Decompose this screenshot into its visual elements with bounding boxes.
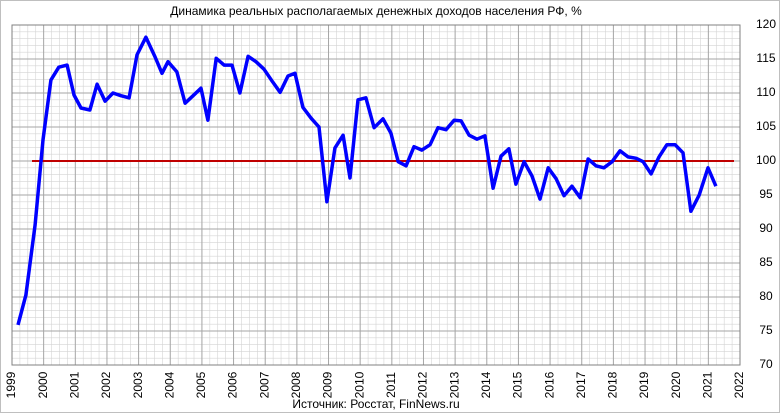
x-tick-label: 2004 [162,371,176,398]
x-tick-label: 2009 [321,371,335,398]
x-tick-label: 2010 [352,371,366,398]
y-tick-label: 100 [756,153,776,167]
x-tick-label: 2014 [479,371,493,398]
y-tick-label: 120 [756,17,776,31]
y-tick-label: 70 [759,357,773,371]
y-tick-label: 90 [759,221,773,235]
source: Источник: Росстат, FinNews.ru [292,397,459,411]
x-tick-label: 2008 [289,371,303,398]
y-tick-label: 115 [756,51,775,65]
plot-border [11,24,741,366]
x-tick-label: 2000 [36,371,50,398]
y-tick-label: 110 [756,85,775,99]
x-tick-label: 1999 [4,371,18,398]
x-tick-label: 2012 [416,371,430,398]
y-tick-label: 75 [759,323,773,337]
chart-title: Динамика реальных располагаемых денежных… [170,4,582,18]
x-tick-label: 2017 [574,371,588,398]
x-tick-label: 2001 [67,371,81,398]
y-tick-label: 85 [759,255,773,269]
x-tick-label: 2006 [226,371,240,398]
x-tick-label: 2022 [732,371,746,398]
x-tick-label: 2003 [131,371,145,398]
y-tick-label: 105 [756,119,776,133]
x-tick-label: 2005 [194,371,208,398]
y-tick-label: 95 [759,187,773,201]
x-tick-label: 2015 [511,371,525,398]
x-tick-label: 2019 [637,371,651,398]
x-tick-label: 2002 [99,371,113,398]
x-tick-label: 2007 [257,371,271,398]
x-tick-label: 2011 [384,372,398,398]
x-tick-label: 2013 [447,371,461,398]
x-tick-label: 2018 [606,371,620,398]
series-line [16,35,718,326]
x-tick-label: 2016 [542,371,556,398]
y-tick-label: 80 [759,289,773,303]
x-tick-label: 2020 [669,371,683,398]
x-tick-label: 2021 [701,371,715,398]
